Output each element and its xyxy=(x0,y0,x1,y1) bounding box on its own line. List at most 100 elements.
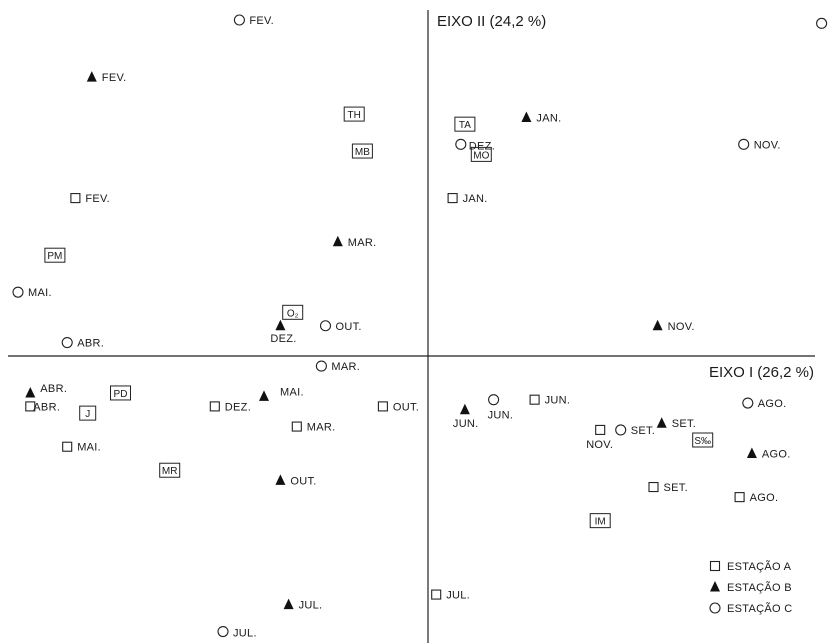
variable-label: IM xyxy=(595,517,606,528)
square-point xyxy=(734,492,745,503)
point-label: JUN. xyxy=(453,418,479,430)
point-label: OUT. xyxy=(290,475,316,487)
square-point xyxy=(648,481,659,493)
point-label: DEZ. xyxy=(270,333,296,345)
point-label: OUT. xyxy=(393,401,419,413)
variable-label: PM xyxy=(47,251,62,262)
legend-triangle-marker xyxy=(710,581,720,592)
triangle-point xyxy=(656,417,667,428)
variable-box xyxy=(282,304,304,320)
variable-label: TH xyxy=(348,110,361,121)
circle-point xyxy=(319,320,332,332)
variable-box xyxy=(351,143,373,159)
variable-box xyxy=(692,432,714,448)
variable-label: TA xyxy=(459,120,471,131)
point-label: JUL. xyxy=(446,590,470,602)
axis-i-title: EIXO I (26,2 %) xyxy=(709,364,814,381)
point-label: MAI. xyxy=(77,442,101,454)
chart-marks: FEV. JAN. ABR. MAI. DEZ. MAR. OUT. JUN. NOV. SET.… xyxy=(12,14,828,640)
triangle-point xyxy=(259,390,269,401)
point-label: FEV. xyxy=(85,193,110,205)
point-label: SET. xyxy=(631,425,655,437)
point-label: SET. xyxy=(672,418,696,430)
square-point xyxy=(431,589,442,600)
axis-ii-title: EIXO II (24,2 %) xyxy=(437,13,546,30)
variable-label: S‰ xyxy=(694,436,711,447)
square-point xyxy=(291,421,302,432)
triangle-point xyxy=(746,447,757,458)
point-label: JUN. xyxy=(545,395,571,407)
triangle-point xyxy=(275,319,286,331)
variable-label: O₂ xyxy=(287,308,299,319)
variable-label: MB xyxy=(355,147,370,158)
point-label: AGO. xyxy=(758,398,787,410)
variable-label: PD xyxy=(114,389,128,400)
variable-box xyxy=(470,146,492,162)
point-label: JUL. xyxy=(233,628,257,640)
circle-point xyxy=(816,17,828,29)
point-label: JAN. xyxy=(536,112,561,124)
legend-label: ESTAÇÃO C xyxy=(727,602,792,615)
variable-label: MO xyxy=(473,150,489,161)
square-point xyxy=(70,193,81,204)
point-label: JAN. xyxy=(463,193,488,205)
point-label: NOV. xyxy=(754,139,781,151)
square-point xyxy=(209,401,220,412)
triangle-point xyxy=(652,319,663,331)
circle-point xyxy=(455,138,467,150)
triangle-point xyxy=(283,598,294,610)
point-label: FEV. xyxy=(249,15,274,27)
point-label: MAI. xyxy=(28,287,52,299)
triangle-point xyxy=(275,474,286,485)
circle-point xyxy=(742,397,754,409)
square-point xyxy=(529,394,540,405)
triangle-point xyxy=(332,235,343,247)
square-point xyxy=(377,401,388,412)
point-label: JUN. xyxy=(488,410,514,422)
variable-labels: TH MB TA MO PM O₂ PD J MR S‰ IM xyxy=(44,106,714,529)
point-label: ABR. xyxy=(33,401,60,413)
circle-point xyxy=(315,360,327,372)
point-label: ABR. xyxy=(77,338,104,350)
variable-box xyxy=(44,247,66,263)
point-label: NOV. xyxy=(668,321,695,333)
variable-box xyxy=(79,405,97,421)
point-label: SET. xyxy=(664,482,688,494)
circle-point xyxy=(233,14,245,26)
triangle-point xyxy=(86,71,97,82)
point-label: MAR. xyxy=(307,422,336,434)
point-label: ABR. xyxy=(40,383,67,395)
circle-point xyxy=(738,138,750,150)
triangle-point xyxy=(459,403,470,415)
point-label: NOV. xyxy=(586,439,613,451)
point-label: MAR. xyxy=(331,361,360,373)
circle-point xyxy=(488,394,500,406)
circle-point xyxy=(217,625,229,638)
triangle-point xyxy=(521,111,532,122)
point-label: DEZ. xyxy=(225,401,251,413)
triangle-point xyxy=(25,386,36,398)
square-point xyxy=(62,441,73,452)
point-label: JUL. xyxy=(299,600,323,612)
point-label: MAI. xyxy=(280,386,304,398)
point-label: DEZ. xyxy=(469,140,495,152)
variable-box xyxy=(110,385,131,401)
variable-box xyxy=(589,513,611,529)
point-label: MAR. xyxy=(348,237,377,249)
variable-box xyxy=(454,116,476,132)
square-point xyxy=(595,424,606,435)
variable-label: MR xyxy=(162,466,178,477)
circle-point xyxy=(12,286,24,298)
variable-box xyxy=(159,462,181,478)
legend-label: ESTAÇÃO B xyxy=(727,581,792,594)
circle-point xyxy=(61,337,73,349)
point-label: AGO. xyxy=(750,492,779,504)
legend-circle-marker xyxy=(709,602,721,614)
point-label: AGO. xyxy=(762,448,791,460)
legend-square-marker xyxy=(709,560,721,572)
circle-point xyxy=(615,424,627,436)
square-point xyxy=(447,193,458,204)
legend-label: ESTAÇÃO A xyxy=(727,560,792,573)
chart-legend: ESTAÇÃO A ESTAÇÃO B ESTAÇÃO C xyxy=(709,560,792,615)
